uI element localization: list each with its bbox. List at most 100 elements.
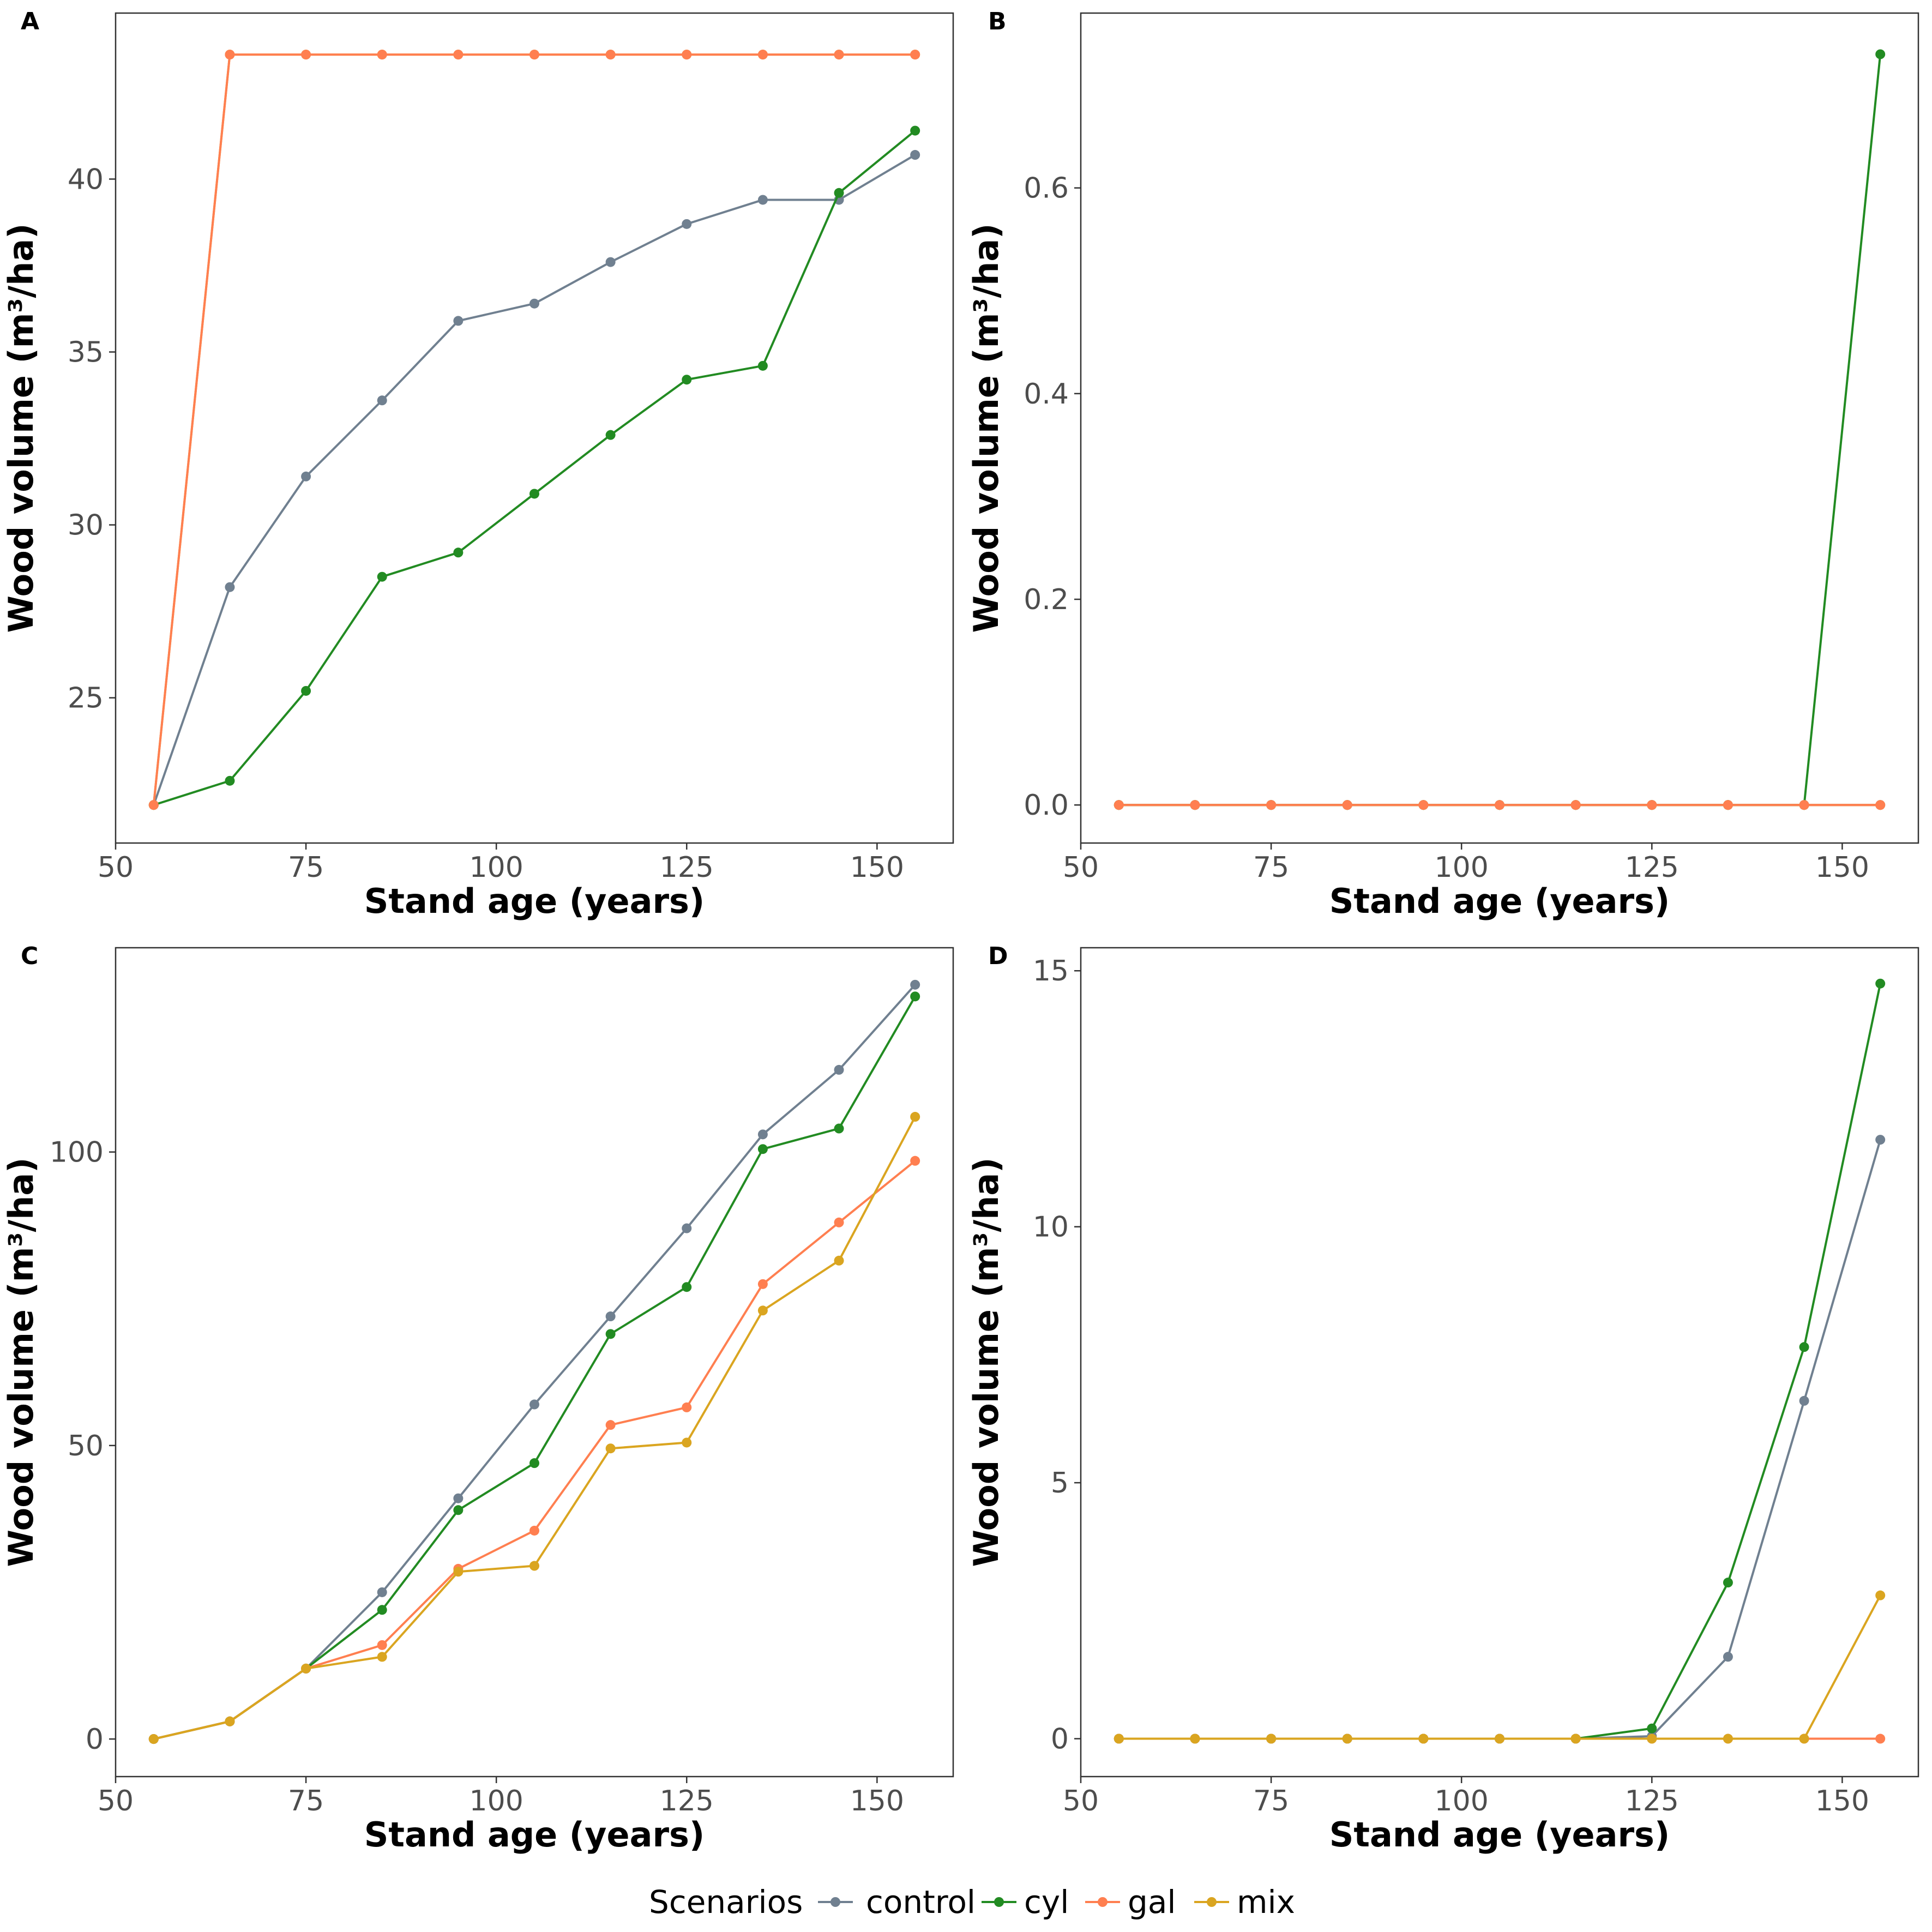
x-tick-label: 100 — [1435, 851, 1489, 884]
series-line-gal — [153, 1160, 916, 1741]
data-point-cyl — [453, 547, 464, 558]
series-line-control — [153, 984, 916, 1741]
data-point-mix — [1799, 1734, 1809, 1744]
data-point-gal — [757, 1279, 768, 1289]
series-mix — [148, 50, 920, 810]
x-tick-label: 50 — [1063, 1785, 1099, 1817]
y-axis-title: Wood volume (m³/ha) — [966, 223, 1006, 633]
data-point-control — [1799, 1395, 1809, 1406]
data-point-control — [834, 1064, 844, 1075]
data-point-mix — [1495, 1734, 1504, 1744]
x-axis-title: Stand age (years) — [364, 881, 705, 921]
data-point-cyl — [377, 571, 387, 582]
series-line-mix — [153, 1116, 916, 1741]
data-point-control — [529, 1399, 539, 1410]
series-line-cyl — [153, 996, 916, 1741]
y-axis-title: Wood volume (m³/ha) — [1, 223, 41, 633]
data-point-control — [1723, 1652, 1733, 1662]
series-mix — [148, 1112, 920, 1744]
y-tick-label: 0.6 — [1024, 172, 1069, 205]
x-tick-label: 75 — [288, 1785, 324, 1817]
data-point-cyl — [757, 1144, 768, 1154]
data-point-mix — [1723, 1734, 1733, 1744]
panel-tag: A — [21, 8, 39, 35]
data-point-control — [529, 298, 539, 309]
legend-key-point — [1098, 1897, 1108, 1907]
data-point-cyl — [910, 125, 920, 136]
data-point-gal — [605, 1420, 616, 1430]
panel-a: A 50 75 100 125 150 25 30 35 40 Stand age (years) W… — [1, 8, 954, 921]
panel-border — [115, 947, 954, 1778]
data-point-cyl — [1799, 1342, 1809, 1352]
series-line-mix — [1118, 1594, 1881, 1740]
legend-item-gal: gal — [1085, 1883, 1176, 1921]
x-tick-label: 50 — [98, 851, 134, 884]
data-point-control — [682, 219, 692, 229]
data-point-mix — [148, 1734, 159, 1744]
data-point-control — [605, 1311, 616, 1322]
series-control — [148, 150, 920, 810]
panel-tag: B — [988, 8, 1007, 35]
data-point-gal — [1647, 800, 1657, 810]
data-point-cyl — [834, 1123, 844, 1134]
x-tick-label: 75 — [1253, 851, 1289, 884]
data-point-gal — [1342, 800, 1352, 810]
data-point-mix — [757, 1305, 768, 1316]
x-tick-label: 150 — [850, 1785, 904, 1817]
legend-key-point — [994, 1897, 1004, 1907]
data-point-mix — [377, 1652, 387, 1662]
data-point-mix — [1342, 1734, 1352, 1744]
data-point-cyl — [1647, 1723, 1657, 1734]
legend-item-cyl: cyl — [982, 1883, 1069, 1921]
data-point-control — [377, 1587, 387, 1597]
data-point-cyl — [1875, 49, 1886, 59]
data-point-control — [605, 257, 616, 267]
series-line-mix — [152, 53, 916, 805]
y-axis-title: Wood volume (m³/ha) — [1, 1157, 41, 1567]
data-point-gal — [1495, 800, 1504, 810]
data-point-gal — [225, 50, 235, 60]
data-point-gal — [757, 50, 768, 60]
y-tick-label: 100 — [50, 1136, 104, 1169]
series-gal — [1114, 800, 1886, 810]
legend: Scenarios control cyl gal mix — [649, 1883, 1295, 1921]
legend-label: mix — [1237, 1883, 1295, 1921]
legend-item-mix: mix — [1194, 1883, 1295, 1921]
data-point-gal — [377, 50, 387, 60]
data-point-gal — [1190, 800, 1200, 810]
series-control — [1114, 1135, 1886, 1744]
data-point-control — [301, 471, 311, 482]
data-point-mix — [1875, 1590, 1886, 1600]
data-point-mix — [605, 1443, 616, 1454]
series-cyl — [148, 991, 920, 1744]
data-point-gal — [148, 800, 159, 810]
y-tick-label: 35 — [68, 336, 104, 369]
y-tick-label: 40 — [68, 163, 104, 196]
legend-title: Scenarios — [649, 1883, 803, 1921]
y-tick-label: 0.2 — [1024, 583, 1069, 616]
data-point-control — [757, 1129, 768, 1140]
y-tick-label: 25 — [68, 682, 104, 715]
series-line-control — [1118, 1139, 1882, 1740]
data-point-gal — [1875, 1734, 1886, 1744]
y-tick-label: 0 — [86, 1723, 104, 1756]
panel-border — [1080, 12, 1919, 844]
series-cyl — [148, 125, 920, 810]
y-axis-title: Wood volume (m³/ha) — [966, 1157, 1006, 1567]
panel-border — [115, 12, 954, 844]
data-point-gal — [1418, 800, 1429, 810]
x-axis-title: Stand age (years) — [1329, 881, 1670, 921]
data-point-cyl — [453, 1505, 464, 1515]
x-tick-label: 150 — [850, 851, 904, 884]
data-point-cyl — [605, 430, 616, 440]
series-cyl — [1114, 49, 1886, 810]
data-point-gal — [682, 50, 692, 60]
x-tick-label: 125 — [1625, 851, 1679, 884]
data-point-gal — [453, 50, 464, 60]
data-point-gal — [1723, 800, 1733, 810]
data-point-cyl — [377, 1605, 387, 1615]
data-point-mix — [529, 1561, 539, 1571]
series-line-control — [152, 154, 916, 805]
